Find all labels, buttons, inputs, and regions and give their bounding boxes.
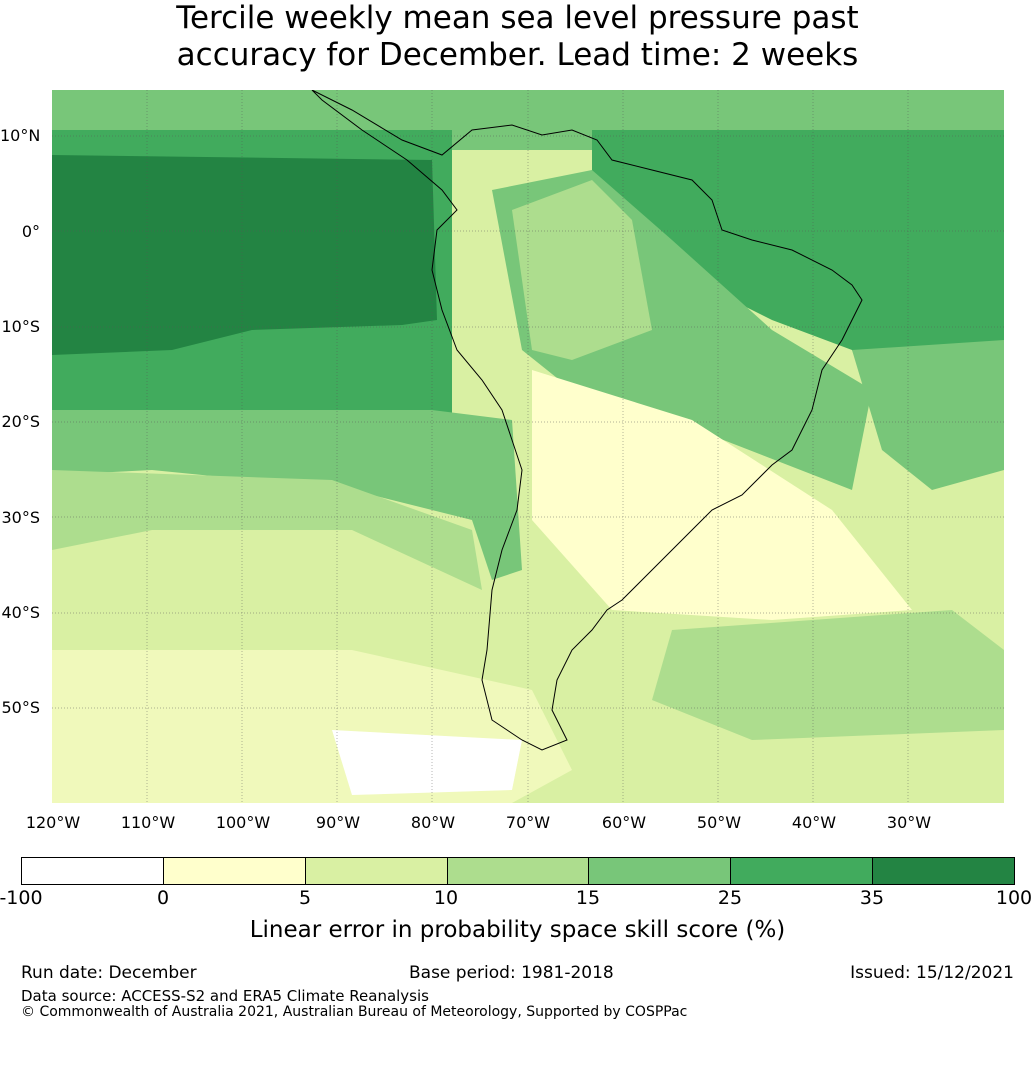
colorbar-swatch [447,858,590,884]
colorbar-tick: 35 [859,887,885,909]
band-atlantic-south [652,610,1004,740]
colorbar-swatch [589,858,732,884]
lon-label-60w: 60°W [601,813,647,832]
gridlines [52,90,1004,803]
lon-label-110w: 110°W [120,813,176,832]
lat-label-0: 0° [21,222,40,241]
lat-label-40s: 40°S [1,603,40,622]
lon-label-40w: 40°W [791,813,837,832]
band-atlantic-east [852,340,1004,490]
band-pacific-south [52,410,522,580]
colorbar-swatch [163,858,306,884]
colorbar-swatch [22,858,164,884]
lon-label-90w: 90°W [315,813,361,832]
lon-label-30w: 30°W [886,813,932,832]
lon-label-50w: 50°W [696,813,742,832]
copyright: © Commonwealth of Australia 2021, Austra… [21,1004,688,1020]
colorbar [21,857,1015,885]
lat-label-30s: 30°S [1,508,40,527]
lon-label-100w: 100°W [215,813,271,832]
skill-map [52,90,1004,803]
colorbar-tick: 10 [433,887,459,909]
run-date: Run date: December [21,963,197,983]
band-pacific-lower [52,470,482,590]
lon-label-70w: 70°W [505,813,551,832]
colorbar-tick: 0 [156,887,170,909]
colorbar-swatch [731,858,874,884]
band-north-andes [512,180,652,360]
colorbar-swatch [305,858,448,884]
base-period: Base period: 1981-2018 [409,963,614,983]
lon-label-120w: 120°W [25,813,81,832]
colorbar-tick: -100 [0,887,43,909]
lat-label-20s: 20°S [1,412,40,431]
colorbar-tick: 25 [717,887,743,909]
lon-label-80w: 80°W [410,813,456,832]
map-canvas [52,90,1004,803]
issued-date: Issued: 15/12/2021 [850,963,1014,983]
title-line-1: Tercile weekly mean sea level pressure p… [176,0,859,36]
band-pacific-high [52,155,437,355]
title-line-2: accuracy for December. Lead time: 2 week… [176,37,859,73]
colorbar-tick: 100 [995,887,1033,909]
lat-label-10s: 10°S [1,317,40,336]
band-atlantic-north [592,130,1004,400]
chart-title: Tercile weekly mean sea level pressure p… [0,0,1035,74]
band-negative [332,730,522,795]
colorbar-tick: 15 [575,887,601,909]
colorbar-swatch [873,858,1015,884]
lat-label-10n: 10°N [0,126,41,145]
colorbar-tick: 5 [298,887,312,909]
colorbar-label: Linear error in probability space skill … [249,917,786,943]
coastline [311,90,863,751]
band-south-america-center [532,370,912,620]
data-source: Data source: ACCESS-S2 and ERA5 Climate … [21,987,429,1005]
lat-label-50s: 50°S [1,698,40,717]
